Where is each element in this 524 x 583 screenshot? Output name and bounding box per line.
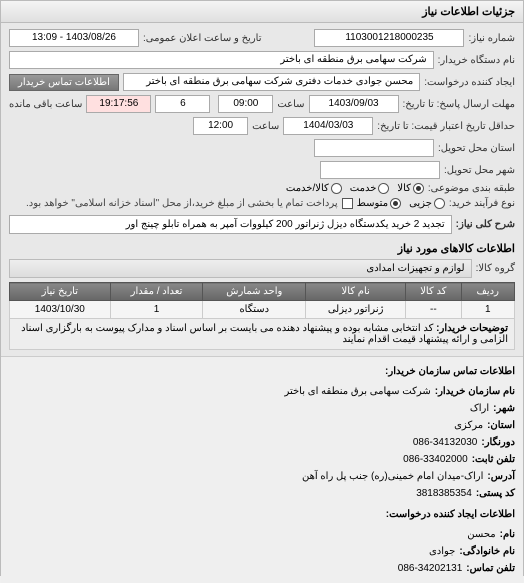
order-type-label: نوع فرآیند خرید: bbox=[449, 198, 515, 209]
deadline-label: مهلت ارسال پاسخ: تا تاریخ: bbox=[403, 99, 515, 110]
cell-name: ژنراتور دیزلی bbox=[306, 301, 406, 319]
table-row[interactable]: 1 -- ژنراتور دیزلی دستگاه 1 1403/10/30 bbox=[10, 301, 515, 319]
main-desc-label: شرح کلی نیاز: bbox=[456, 219, 515, 230]
table-header-row: ردیف کد کالا نام کالا واحد شمارش تعداد /… bbox=[10, 283, 515, 301]
contact-title: اطلاعات تماس سازمان خریدار: bbox=[9, 363, 515, 380]
buyer-desc-label: توضیحات خریدار: bbox=[436, 323, 508, 334]
ccity-val: اراک bbox=[470, 400, 489, 417]
th-date: تاریخ نیاز bbox=[10, 283, 111, 301]
main-desc-field: تجدید 2 خرید یکدستگاه دیزل ژنراتور 200 ک… bbox=[9, 215, 452, 234]
ccity-lbl: شهر: bbox=[493, 400, 515, 417]
radio-service-label: خدمت bbox=[350, 183, 377, 194]
remaining-label: ساعت باقی مانده bbox=[9, 99, 82, 110]
req-number-label: شماره نیاز: bbox=[468, 33, 515, 44]
contact-info-button[interactable]: اطلاعات تماس خریدار bbox=[9, 74, 119, 91]
requester-field: محسن جوادی خدمات دفتری شرکت سهامی برق من… bbox=[123, 73, 420, 91]
buyer-org-field: شرکت سهامی برق منطقه ای باختر bbox=[9, 51, 434, 69]
post-lbl: کد پستی: bbox=[476, 485, 515, 502]
details-panel: جزئیات اطلاعات نیاز شماره نیاز: 11030012… bbox=[0, 0, 524, 576]
radio-dot-icon bbox=[434, 198, 445, 209]
post-val: 3818385354 bbox=[416, 485, 472, 502]
announce-label: تاریخ و ساعت اعلان عمومی: bbox=[143, 33, 262, 44]
org-lbl: نام سازمان خریدار: bbox=[435, 383, 515, 400]
radio-small[interactable]: جزیی bbox=[409, 198, 445, 209]
th-code: کد کالا bbox=[406, 283, 461, 301]
addr-lbl: آدرس: bbox=[487, 468, 515, 485]
deadline-time-field: 09:00 bbox=[218, 95, 273, 113]
remaining-time-field: 19:17:56 bbox=[86, 95, 151, 113]
subject-cat-label: طبقه بندی موضوعی: bbox=[428, 183, 515, 194]
fax-val: 086-34132030 bbox=[413, 434, 478, 451]
time-label-2: ساعت bbox=[252, 121, 279, 132]
radio-both-label: کالا/خدمت bbox=[286, 183, 329, 194]
req-number-field: 1103001218000235 bbox=[314, 29, 464, 47]
order-radio-group: جزیی متوسط bbox=[357, 198, 445, 209]
buyer-org-label: نام دستگاه خریدار: bbox=[438, 55, 515, 66]
form-section: شماره نیاز: 1103001218000235 تاریخ و ساع… bbox=[1, 23, 523, 356]
name-val: محسن bbox=[467, 526, 495, 543]
radio-dot-icon bbox=[390, 198, 401, 209]
goods-info-header: اطلاعات کالاهای مورد نیاز bbox=[9, 238, 515, 259]
th-qty: تعداد / مقدار bbox=[110, 283, 203, 301]
radio-dot-icon bbox=[378, 183, 389, 194]
announce-field: 1403/08/26 - 13:09 bbox=[9, 29, 139, 47]
radio-service[interactable]: خدمت bbox=[350, 183, 390, 194]
req-contact-title: اطلاعات ایجاد کننده درخواست: bbox=[9, 506, 515, 523]
radio-goods-label: کالا bbox=[397, 183, 411, 194]
cell-date: 1403/10/30 bbox=[10, 301, 111, 319]
family-lbl: نام خانوادگی: bbox=[459, 543, 515, 560]
remaining-days-field: 6 bbox=[155, 95, 210, 113]
group-label: گروه کالا: bbox=[476, 263, 515, 274]
th-unit: واحد شمارش bbox=[203, 283, 306, 301]
radio-goods[interactable]: کالا bbox=[397, 183, 424, 194]
th-name: نام کالا bbox=[306, 283, 406, 301]
name-lbl: نام: bbox=[500, 526, 515, 543]
validity-date-field: 1404/03/03 bbox=[283, 117, 373, 135]
cphone-lbl: تلفن تماس: bbox=[466, 560, 515, 577]
time-label-1: ساعت bbox=[277, 99, 304, 110]
radio-small-label: جزیی bbox=[409, 198, 432, 209]
group-field: لوازم و تجهیزات امدادی bbox=[9, 259, 472, 278]
province-label: استان محل تحویل: bbox=[438, 143, 515, 154]
city-label: شهر محل تحویل: bbox=[444, 165, 515, 176]
phone-lbl: تلفن ثابت: bbox=[472, 451, 515, 468]
cphone-val: 086-34202131 bbox=[398, 560, 463, 577]
buyer-desc-text: کد انتخابی مشابه بوده و پیشنهاد دهنده می… bbox=[21, 323, 508, 345]
city-field bbox=[320, 161, 440, 179]
cell-qty: 1 bbox=[110, 301, 203, 319]
cell-index: 1 bbox=[461, 301, 514, 319]
radio-medium[interactable]: متوسط bbox=[357, 198, 401, 209]
cell-code: -- bbox=[406, 301, 461, 319]
validity-label: حداقل تاریخ اعتبار قیمت: تا تاریخ: bbox=[377, 121, 515, 132]
subject-radio-group: کالا خدمت کالا/خدمت bbox=[286, 183, 424, 194]
cprov-lbl: استان: bbox=[487, 417, 515, 434]
goods-table: ردیف کد کالا نام کالا واحد شمارش تعداد /… bbox=[9, 282, 515, 350]
panel-title: جزئیات اطلاعات نیاز bbox=[1, 1, 523, 23]
validity-time-field: 12:00 bbox=[193, 117, 248, 135]
radio-both[interactable]: کالا/خدمت bbox=[286, 183, 342, 194]
contact-block: اطلاعات تماس سازمان خریدار: نام سازمان خ… bbox=[1, 356, 523, 583]
phone-val: 086-33402000 bbox=[403, 451, 468, 468]
fax-lbl: دورنگار: bbox=[481, 434, 515, 451]
radio-medium-label: متوسط bbox=[357, 198, 388, 209]
requester-label: ایجاد کننده درخواست: bbox=[424, 77, 515, 88]
addr-val: اراک-میدان امام خمینی(ره) جنب پل راه آهن bbox=[302, 468, 483, 485]
radio-dot-icon bbox=[331, 183, 342, 194]
cprov-val: مرکزی bbox=[454, 417, 483, 434]
deadline-date-field: 1403/09/03 bbox=[309, 95, 399, 113]
org-val: شرکت سهامی برق منطقه ای باختر bbox=[284, 383, 430, 400]
province-field bbox=[314, 139, 434, 157]
cell-unit: دستگاه bbox=[203, 301, 306, 319]
order-note: پرداخت تمام یا بخشی از مبلغ خرید،از محل … bbox=[26, 198, 338, 209]
family-val: جوادی bbox=[429, 543, 455, 560]
table-desc-row: توضیحات خریدار: کد انتخابی مشابه بوده و … bbox=[10, 319, 515, 350]
radio-dot-icon bbox=[413, 183, 424, 194]
treasury-checkbox[interactable] bbox=[342, 198, 353, 209]
th-index: ردیف bbox=[461, 283, 514, 301]
